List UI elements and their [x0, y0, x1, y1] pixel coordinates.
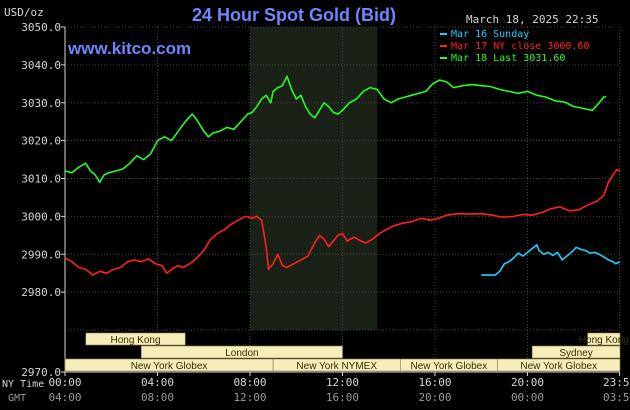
x-tick-label-ny: 23:59: [603, 376, 630, 389]
session-block: New York Globex: [64, 358, 274, 372]
session-block-rect: [497, 358, 621, 372]
y-tick-label: 3050.0: [21, 21, 61, 34]
session-label: New York NYMEX: [296, 361, 377, 372]
session-label: London: [225, 348, 258, 359]
x-tick-label-ny: 00:00: [48, 376, 81, 389]
session-block-rect: [141, 345, 343, 359]
x-tick-label-gmt: 00:00: [511, 391, 544, 404]
legend-item: Mar 18 Last 3031.60: [440, 53, 565, 64]
y-tick-label: 3010.0: [21, 173, 61, 186]
session-label: New York Globex: [131, 361, 208, 372]
x-tick-label-ny: 12:00: [326, 376, 359, 389]
session-block: London: [141, 345, 343, 359]
datetime-label: March 18, 2025 22:35: [466, 13, 598, 26]
session-block-rect: [531, 345, 621, 359]
x-tick-label-gmt: 16:00: [326, 391, 359, 404]
session-label: Hong Kong: [579, 335, 629, 346]
unit-label: USD/oz: [4, 6, 44, 19]
session-block-rect: [85, 332, 186, 346]
gmt-label: GMT: [8, 393, 26, 404]
session-block: Sydney: [531, 345, 621, 359]
session-label: New York Globex: [520, 361, 597, 372]
y-tick-label: 3000.0: [21, 210, 61, 223]
y-tick-label: 2990.0: [21, 248, 61, 261]
y-tick-label: 2980.0: [21, 286, 61, 299]
nytime-label: NY Time: [2, 379, 44, 390]
series-line-3: [64, 75, 607, 184]
y-tick-label: 2970.0: [21, 366, 61, 379]
x-tick-label-gmt: 20:00: [418, 391, 451, 404]
legend-label: Mar 18 Last 3031.60: [451, 53, 565, 64]
watermark-link[interactable]: www.kitco.com: [67, 39, 191, 58]
series-layer: [64, 75, 621, 276]
legend-item: Mar 17 NY close 3000.60: [440, 41, 589, 52]
session-block-rect: [587, 332, 621, 346]
session-block: Hong Kong: [85, 332, 186, 346]
y-tick-label: 3040.0: [21, 59, 61, 72]
session-block: New York NYMEX: [272, 358, 401, 372]
series-line-2: [64, 169, 621, 276]
grid-lines: [64, 26, 621, 372]
x-axis-ticks: 00:00 04:00 04:00 08:00 08:00 12:00 12:00 16:00…: [48, 372, 630, 404]
x-tick-label-ny: 20:00: [511, 376, 544, 389]
x-tick-label-gmt: 12:00: [233, 391, 266, 404]
x-tick-label-gmt: 03:59: [603, 391, 630, 404]
session-label: Sydney: [559, 348, 592, 359]
y-tick-label: 3030.0: [21, 97, 61, 110]
legend-item: Mar 16 Sunday: [440, 29, 529, 40]
sessions-bar: Hong Kong Hong Kong London Sydney New York G…: [64, 332, 629, 372]
x-tick-label-ny: 16:00: [418, 376, 451, 389]
session-block: Hong Kong: [579, 332, 629, 346]
legend-label: Mar 17 NY close 3000.60: [451, 41, 589, 52]
x-tick-label-ny: 08:00: [233, 376, 266, 389]
session-block: New York Globex: [400, 358, 498, 372]
session-block: New York Globex: [497, 358, 621, 372]
x-tick-label-ny: 04:00: [141, 376, 174, 389]
ny-session-shade: [250, 27, 378, 330]
y-tick-label: 3020.0: [21, 135, 61, 148]
x-tick-label-gmt: 08:00: [141, 391, 174, 404]
y-axis-ticks: 2970.0 2980.0 2990.0 3000.0 3010.0 3020.0 3030…: [21, 21, 65, 379]
chart-title: 24 Hour Spot Gold (Bid): [192, 5, 396, 25]
session-label: New York Globex: [411, 361, 488, 372]
legend-label: Mar 16 Sunday: [451, 29, 529, 40]
session-label: Hong Kong: [111, 335, 161, 346]
series-line-1: [481, 244, 621, 276]
x-tick-label-gmt: 04:00: [48, 391, 81, 404]
